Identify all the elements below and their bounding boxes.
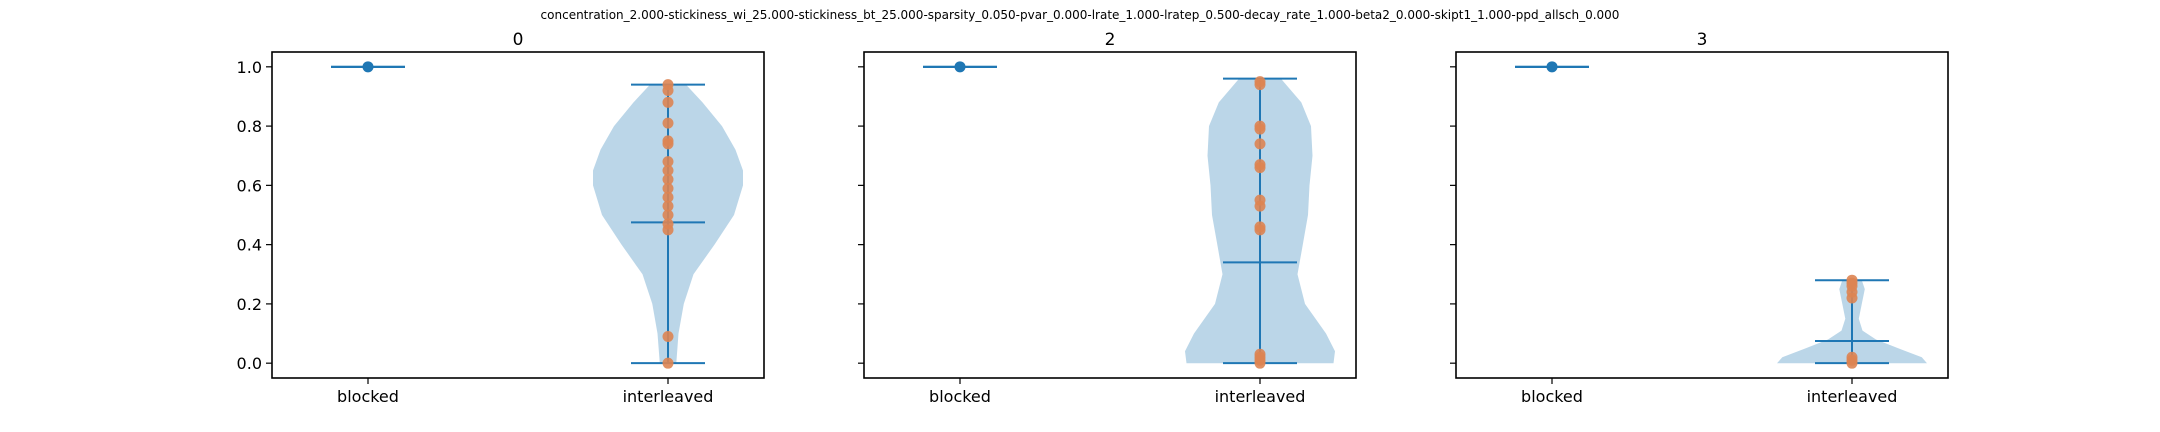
data-point-interleaved xyxy=(1254,120,1266,132)
violin-panel-3: 3 blocked interleaved xyxy=(1450,30,1949,406)
panel-title: 3 xyxy=(1697,30,1708,50)
panel-title: 2 xyxy=(1105,30,1116,50)
data-point-interleaved xyxy=(662,135,674,147)
axes-frame xyxy=(1455,51,1949,379)
panel-title: 0 xyxy=(513,30,524,50)
y-tick-label: 1.0 xyxy=(237,58,262,77)
data-point-interleaved xyxy=(662,173,674,185)
axes-frame xyxy=(863,51,1357,379)
data-point-interleaved xyxy=(662,357,674,369)
data-point-interleaved xyxy=(662,331,674,343)
data-point-interleaved xyxy=(1254,76,1266,88)
data-point-blocked xyxy=(954,61,966,73)
data-point-interleaved xyxy=(662,200,674,212)
data-point-interleaved xyxy=(1254,159,1266,171)
data-point-interleaved xyxy=(1254,221,1266,233)
data-point-interleaved xyxy=(662,218,674,230)
data-point-interleaved xyxy=(662,182,674,194)
data-point-interleaved xyxy=(662,156,674,168)
x-tick-label-blocked: blocked xyxy=(1521,387,1583,406)
data-point-interleaved xyxy=(662,117,674,129)
x-tick-label-blocked: blocked xyxy=(337,387,399,406)
data-point-interleaved xyxy=(1254,194,1266,206)
data-point-interleaved xyxy=(662,209,674,221)
x-tick-label-interleaved: interleaved xyxy=(1215,387,1306,406)
data-point-blocked xyxy=(1546,61,1558,73)
violin-panel-2: 2 blocked interleaved xyxy=(858,30,1357,406)
data-point-interleaved xyxy=(1254,138,1266,150)
data-point-interleaved xyxy=(1846,351,1858,363)
y-tick-label: 0.2 xyxy=(237,295,262,314)
axes-frame xyxy=(271,51,765,379)
data-point-interleaved xyxy=(1846,274,1858,286)
data-point-interleaved xyxy=(1254,348,1266,360)
data-point-interleaved xyxy=(662,96,674,108)
data-point-interleaved xyxy=(662,165,674,177)
data-point-interleaved xyxy=(662,79,674,91)
x-tick-label-interleaved: interleaved xyxy=(1807,387,1898,406)
y-tick-label: 0.4 xyxy=(237,236,262,255)
data-point-blocked xyxy=(362,61,374,73)
y-tick-label: 0.6 xyxy=(237,176,262,195)
violin-panel-0: 0 0.0 0.2 0.4 0.6 0.8 1.0 blocked interleaved xyxy=(237,30,765,406)
x-tick-label-blocked: blocked xyxy=(929,387,991,406)
data-point-interleaved xyxy=(662,191,674,203)
x-tick-label-interleaved: interleaved xyxy=(623,387,714,406)
y-tick-label: 0.0 xyxy=(237,354,262,373)
y-tick-label: 0.8 xyxy=(237,117,262,136)
figure-suptitle: concentration_2.000-stickiness_wi_25.000… xyxy=(541,8,1620,22)
